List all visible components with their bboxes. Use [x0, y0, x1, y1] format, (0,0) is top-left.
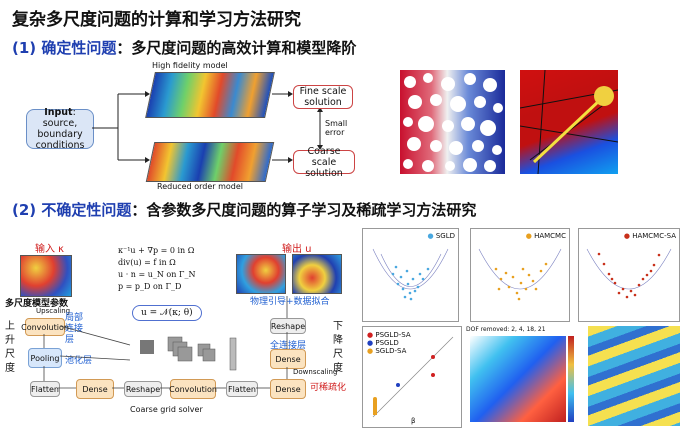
- hamcmc-legend-label: HAMCMC: [534, 232, 566, 240]
- operator-box: u = 𝒩(κ; θ): [132, 305, 202, 321]
- input-rest: : source, boundary conditions: [35, 107, 85, 151]
- sgld-legend: ● SGLD: [427, 232, 455, 240]
- pooling-layer: Pooling: [28, 348, 62, 368]
- coarse-solution-box: Coarse scale solution: [293, 146, 355, 179]
- hamcmc-sa-legend: ● HAMCMC-SA: [623, 232, 676, 240]
- physics-label: 物理引导+数据拟合: [250, 297, 330, 307]
- legend-psgld: ● PSGLD: [367, 339, 399, 347]
- x-axis-label: β: [411, 417, 416, 425]
- sgld-plot: ● SGLD: [362, 228, 459, 322]
- flatten2-layer: Flatten: [226, 381, 258, 397]
- hamcmc-sa-legend-label: HAMCMC-SA: [632, 232, 676, 240]
- up-scale-label: 上升尺度: [5, 321, 15, 374]
- fracture-solution-image: [520, 70, 618, 174]
- section2-highlight: 不确定性问题: [41, 201, 132, 219]
- downscaling-label: Downscaling: [293, 368, 338, 376]
- output-image-1: [236, 254, 286, 294]
- section2-number: (2): [12, 201, 42, 219]
- method-comparison-plot: ● PSGLD-SA ● PSGLD ● SGLD-SA β: [362, 326, 462, 428]
- legend-psgld-label: PSGLD: [375, 339, 399, 347]
- fine-solution-box: Fine scale solution: [293, 85, 353, 109]
- multiscale-param-label: 多尺度模型参数: [5, 299, 69, 309]
- dense3-layer: Dense: [270, 349, 306, 369]
- dof-heatmap-image: [470, 336, 566, 422]
- eq-line-3: u · n = u_N on Γ_N: [118, 270, 196, 279]
- fc-label: 全连接层: [270, 341, 307, 351]
- section1-highlight: 确定性问题: [41, 39, 117, 57]
- method-legend: ● PSGLD-SA ● PSGLD ● SGLD-SA: [367, 331, 411, 355]
- page-title: 复杂多尺度问题的计算和学习方法研究: [12, 10, 301, 30]
- coarse-solver-label: Coarse grid solver: [130, 405, 203, 414]
- local-conn-label: 局部连接层: [65, 313, 84, 345]
- pool-label: 池化层: [65, 356, 93, 366]
- upscaling-label: Upscaling: [36, 307, 71, 315]
- section2-heading: (2) 不确定性问题：含参数多尺度问题的算子学习及稀疏学习方法研究: [12, 199, 476, 220]
- down-scale-label: 下降尺度: [333, 321, 343, 374]
- dof-colorbar: [568, 336, 574, 422]
- legend-psgld-sa-label: PSGLD-SA: [375, 331, 411, 339]
- ro-label: Reduced order model: [157, 182, 243, 191]
- eq-line-2: div(u) = f in Ω: [118, 258, 176, 267]
- sparse-label: 可稀疏化: [310, 383, 347, 393]
- input-box: Input: source, boundary conditions: [26, 107, 94, 151]
- output-u-label: 输出 u: [282, 244, 312, 255]
- legend-sgld-sa: ● SGLD-SA: [367, 347, 407, 355]
- input-kappa-label: 输入 κ: [35, 244, 65, 255]
- small-error-label: Small error: [325, 119, 348, 137]
- reshape-top-layer: Reshape: [270, 318, 306, 334]
- legend-sgld-sa-label: SGLD-SA: [375, 347, 407, 355]
- flatten-layer: Flatten: [30, 381, 60, 397]
- dense-layer: Dense: [76, 379, 114, 399]
- section1-number: (1): [12, 39, 42, 57]
- section2-rest: ：含参数多尺度问题的算子学习及稀疏学习方法研究: [131, 201, 477, 219]
- reshape-layer: Reshape: [124, 381, 162, 397]
- hamcmc-sa-plot: ● HAMCMC-SA: [578, 228, 680, 322]
- hamcmc-legend: ● HAMCMC: [525, 232, 566, 240]
- equations-block: κ⁻¹u + ∇p = 0 in Ω div(u) = f in Ω u · n…: [118, 245, 195, 293]
- sgld-legend-label: SGLD: [435, 232, 455, 240]
- hf-label: High fidelity model: [152, 61, 228, 70]
- section1-rest: ：多尺度问题的高效计算和模型降阶: [116, 39, 357, 57]
- layered-field-image: [588, 326, 680, 426]
- hamcmc-plot: ● HAMCMC: [470, 228, 570, 322]
- dense2-layer: Dense: [270, 379, 306, 399]
- dof-heatmap: DOF removed: 2, 4, 18, 21: [466, 326, 578, 426]
- output-image-2: [292, 254, 342, 294]
- convolution2-layer: Convolution: [169, 379, 217, 399]
- dof-title: DOF removed: 2, 4, 18, 21: [466, 326, 546, 333]
- eq-line-4: p = p_D on Γ_D: [118, 282, 182, 291]
- input-bold: Input: [44, 107, 73, 118]
- perforated-domain-image: [400, 70, 505, 174]
- legend-psgld-sa: ● PSGLD-SA: [367, 331, 411, 339]
- section1-heading: (1) 确定性问题：多尺度问题的高效计算和模型降阶: [12, 37, 356, 58]
- kappa-field-image: [20, 255, 72, 297]
- eq-line-1: κ⁻¹u + ∇p = 0 in Ω: [118, 246, 195, 255]
